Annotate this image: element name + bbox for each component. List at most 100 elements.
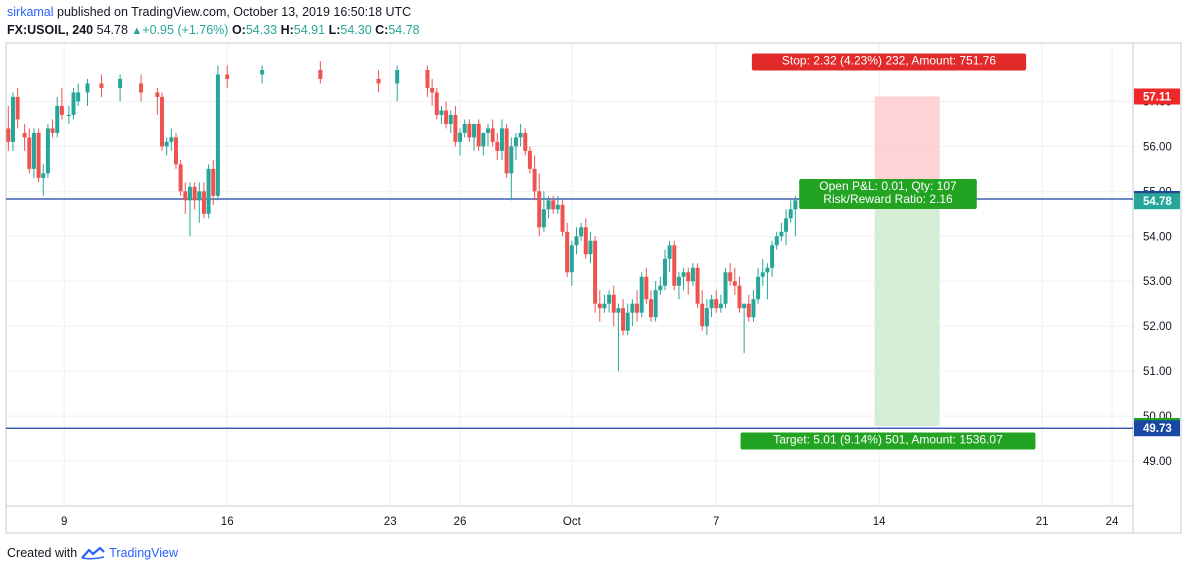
candle-body [197, 191, 202, 201]
x-tick-label: 16 [221, 516, 234, 528]
candle-body [593, 240, 598, 304]
candle-body [10, 96, 15, 142]
target-label: Target: 5.01 (9.14%) 501, Amount: 1536.0… [740, 432, 1036, 450]
price-tag-box [1134, 88, 1180, 105]
target-label-text: Target: 5.01 (9.14%) 501, Amount: 1536.0… [773, 433, 1003, 447]
candle-body [448, 114, 453, 124]
open-pl-label-bg [799, 179, 977, 209]
candle-body [206, 168, 211, 214]
candle-body [495, 141, 500, 151]
candle-body [164, 141, 169, 147]
candle-body [192, 186, 197, 201]
candle-body [607, 294, 612, 304]
tradingview-brand[interactable]: TradingView [109, 546, 178, 560]
symbol-name[interactable]: FX:USOIL, 240 [7, 23, 94, 37]
candle-body [425, 69, 430, 88]
candle-body [139, 83, 144, 93]
candle-body [569, 245, 574, 273]
candle-body [499, 128, 504, 151]
target-label-bg [740, 432, 1036, 450]
candle-body [467, 123, 472, 138]
candle-body [27, 137, 32, 169]
open-pl-label-text: Open P&L: 0.01, Qty: 107 [819, 179, 957, 193]
created-with-text: Created with [7, 546, 78, 560]
x-tick-label: 21 [1036, 516, 1049, 528]
y-tick-label: 51.00 [1143, 366, 1172, 378]
author-link[interactable]: sirkamal [7, 5, 54, 19]
candle-body [481, 132, 486, 147]
x-tick-label: Oct [563, 516, 582, 528]
candle-body [583, 227, 588, 255]
candle-body [211, 168, 216, 196]
candle-body [462, 123, 467, 133]
candle-body [616, 308, 621, 313]
candle-body [76, 92, 81, 102]
published-text: published on TradingView.com, October 13… [57, 5, 412, 19]
candle-body [625, 312, 630, 331]
x-tick-label: 9 [61, 516, 67, 528]
x-tick-label: 26 [454, 516, 467, 528]
candle-body [793, 200, 798, 210]
chart-border [5, 42, 1182, 534]
candle-body [588, 240, 593, 255]
low-label: L: [328, 23, 341, 37]
y-tick-label: 53.00 [1143, 276, 1172, 288]
candle-body [160, 96, 165, 147]
candle-body [648, 299, 653, 318]
x-tick-label: 14 [873, 516, 886, 528]
candle-body [560, 204, 565, 232]
candle-body [490, 128, 495, 142]
high-value: 54.91 [293, 23, 326, 37]
candle-body [486, 128, 491, 133]
candle-body [551, 200, 556, 210]
candle-body [518, 132, 523, 138]
candle-body [215, 74, 220, 196]
candle-body [395, 69, 400, 84]
candle-body [523, 132, 528, 151]
close-label: C: [375, 23, 389, 37]
candle-body [611, 294, 616, 313]
candle-body [672, 245, 677, 286]
candle-body [635, 303, 640, 313]
price-tag-text: 57.11 [1143, 91, 1172, 103]
candle-body [41, 173, 46, 178]
candle-body [509, 146, 514, 174]
up-triangle-icon: ▲ [131, 25, 143, 37]
candle-body [15, 96, 20, 120]
close-value: 54.78 [388, 23, 420, 37]
candle-body [760, 272, 765, 277]
candle-body [723, 272, 728, 304]
symbol-legend: FX:USOIL, 240 54.78 ▲+0.95 (+1.76%) O:54… [7, 23, 420, 37]
candle-body [602, 303, 607, 309]
candle-body [565, 231, 570, 273]
candle-body [700, 303, 705, 327]
candle-body [472, 123, 477, 138]
x-tick-label: 23 [384, 516, 397, 528]
candle-body [779, 231, 784, 237]
candle-body [718, 303, 723, 309]
candle-body [71, 92, 76, 115]
candle-body [579, 227, 584, 237]
candle-body [118, 78, 123, 88]
candle-body [709, 299, 714, 309]
candle-body [662, 258, 667, 286]
candle-body [532, 168, 537, 192]
candle-body [714, 299, 719, 309]
candle-body [260, 69, 265, 75]
candle-body [99, 83, 104, 88]
candle-body [653, 290, 658, 318]
take-profit-zone [874, 200, 940, 426]
price-change: +0.95 (+1.76%) [142, 23, 229, 37]
candle-body [686, 272, 691, 282]
last-price: 54.78 [96, 23, 128, 37]
stop-label: Stop: 2.32 (4.23%) 232, Amount: 751.76 [751, 53, 1027, 71]
price-tag: 49.73 [1134, 420, 1180, 437]
price-tag-text: 49.73 [1143, 423, 1172, 435]
candle-body [784, 218, 789, 232]
candle-body [690, 267, 695, 282]
candle-body [183, 191, 188, 201]
footer: Created with TradingView [7, 546, 178, 560]
x-tick-label: 24 [1106, 516, 1119, 528]
candle-body [574, 236, 579, 246]
